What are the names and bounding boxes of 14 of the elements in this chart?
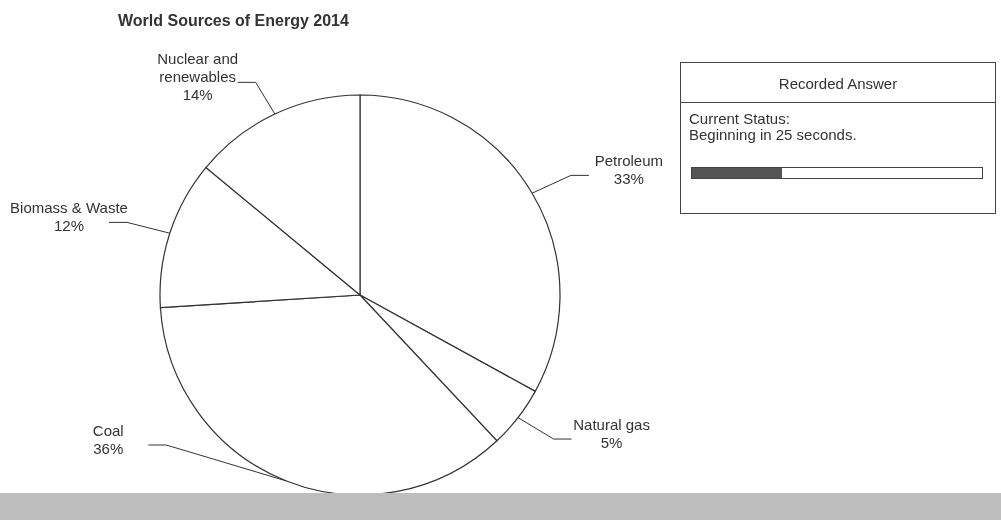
data-label: 33% xyxy=(613,170,644,188)
slice-label: Coal xyxy=(92,422,124,439)
data-label: 5% xyxy=(600,434,623,452)
slice-label: Natural gas xyxy=(573,416,650,434)
text: Recorded Answer xyxy=(777,75,899,92)
chart-title: World Sources of Energy 2014 xyxy=(118,12,349,30)
slice-label: Biomass & Waste xyxy=(10,199,128,217)
text: Current Status: xyxy=(689,110,791,127)
slice-label: Nuclear and renewables xyxy=(157,50,239,86)
data-label: 12% xyxy=(53,217,85,235)
text: Beginning in 25 seconds. xyxy=(689,126,858,143)
slice-label: Petroleum xyxy=(594,152,664,170)
data-label: 14% xyxy=(182,86,213,104)
data-label: 36% xyxy=(93,440,124,457)
